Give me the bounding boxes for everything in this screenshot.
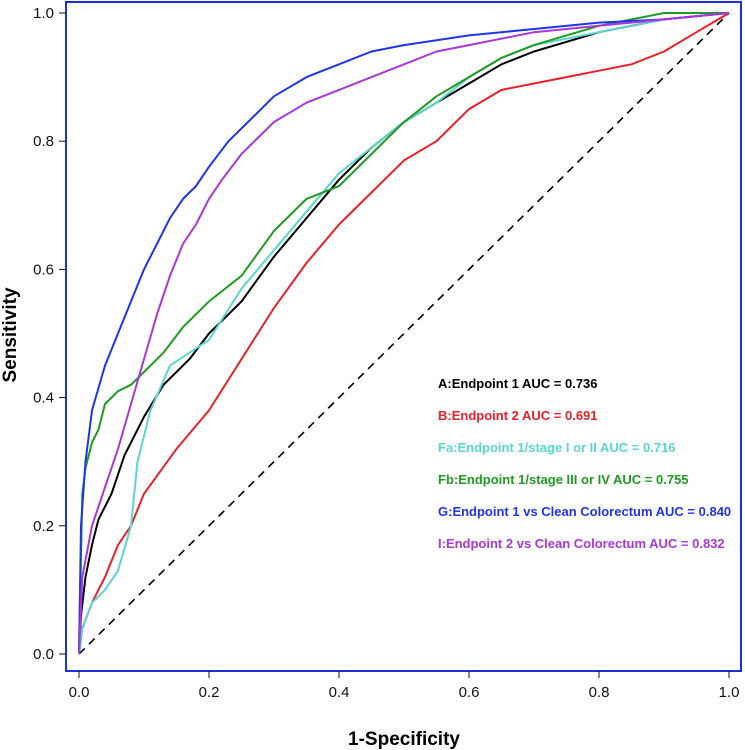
legend-entry: B:Endpoint 2 AUC = 0.691: [438, 408, 598, 423]
roc-curve-2: [78, 12, 730, 655]
legend-entry: A:Endpoint 1 AUC = 0.736: [438, 376, 598, 391]
roc-curve-4: [78, 12, 729, 655]
x-tick-label: 1.0: [719, 684, 740, 701]
y-tick-label: 0.8: [33, 133, 54, 150]
y-tick-label: 0.2: [33, 518, 54, 535]
reference-diagonal: [78, 12, 730, 655]
y-tick-label: 0.6: [33, 261, 54, 278]
y-axis: 0.0 0.2 0.4 0.6 0.8 1.0: [33, 5, 66, 663]
x-tick-label: 0.6: [459, 684, 480, 701]
roc-curve-6: [78, 12, 730, 655]
legend-entry: Fa:Endpoint 1/stage I or II AUC = 0.716: [438, 440, 676, 455]
legend-entry: I:Endpoint 2 vs Clean Colorectum AUC = 0…: [438, 536, 725, 551]
roc-curve-5: [78, 12, 730, 655]
x-axis-title: 1-Specificity: [348, 729, 460, 750]
roc-curves: [78, 12, 730, 655]
x-tick-label: 0.4: [329, 684, 350, 701]
y-axis-title: Sensitivity: [0, 287, 21, 382]
legend-entry: G:Endpoint 1 vs Clean Colorectum AUC = 0…: [438, 504, 731, 519]
y-tick-label: 0.4: [33, 390, 54, 407]
x-tick-label: 0.0: [69, 684, 90, 701]
legend: A:Endpoint 1 AUC = 0.736 B:Endpoint 2 AUC…: [438, 376, 731, 551]
roc-curve-1: [78, 12, 730, 655]
x-axis: 0.0 0.2 0.4 0.6 0.8 1.0: [69, 671, 740, 701]
y-tick-label: 0.0: [33, 646, 54, 663]
x-tick-label: 0.2: [199, 684, 220, 701]
x-tick-label: 0.8: [589, 684, 610, 701]
plot-frame: [65, 1, 742, 672]
legend-entry: Fb:Endpoint 1/stage III or IV AUC = 0.75…: [438, 472, 689, 487]
y-tick-label: 1.0: [33, 5, 54, 22]
